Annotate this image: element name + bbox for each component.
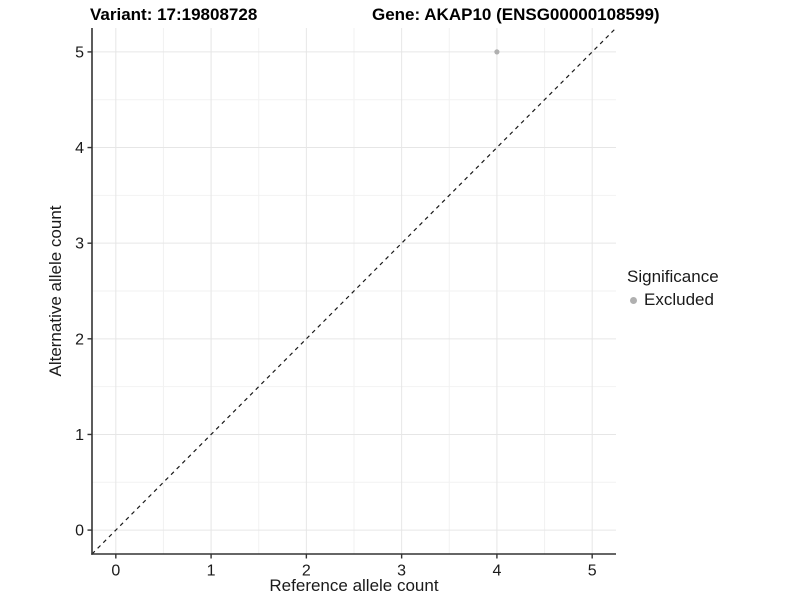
y-axis-title: Alternative allele count — [46, 205, 65, 377]
legend-item-label: Excluded — [644, 290, 714, 309]
x-tick-label: 2 — [302, 563, 311, 580]
y-tick-label: 4 — [75, 140, 84, 157]
x-tick-label: 5 — [588, 563, 597, 580]
legend-marker-dot — [630, 296, 637, 304]
y-tick-label: 5 — [75, 44, 84, 61]
x-axis-title: Reference allele count — [269, 576, 439, 595]
plot-title-gene: Gene: AKAP10 (ENSG00000108599) — [372, 5, 660, 24]
identity-line — [91, 27, 617, 555]
y-tick-label: 2 — [75, 331, 84, 348]
y-tick-label: 0 — [75, 523, 84, 540]
plot-title-variant: Variant: 17:19808728 — [90, 5, 258, 24]
x-tick-label: 3 — [397, 563, 406, 580]
legend: Significance Excluded — [627, 267, 719, 311]
data-point — [494, 49, 500, 55]
y-tick-label: 1 — [75, 427, 84, 444]
legend-item: Excluded — [627, 289, 719, 311]
x-tick-label: 1 — [207, 563, 216, 580]
legend-items: Excluded — [627, 289, 719, 311]
x-tick-label: 4 — [492, 563, 501, 580]
legend-title: Significance — [627, 267, 719, 286]
x-tick-label: 0 — [111, 563, 120, 580]
y-tick-label: 3 — [75, 236, 84, 253]
